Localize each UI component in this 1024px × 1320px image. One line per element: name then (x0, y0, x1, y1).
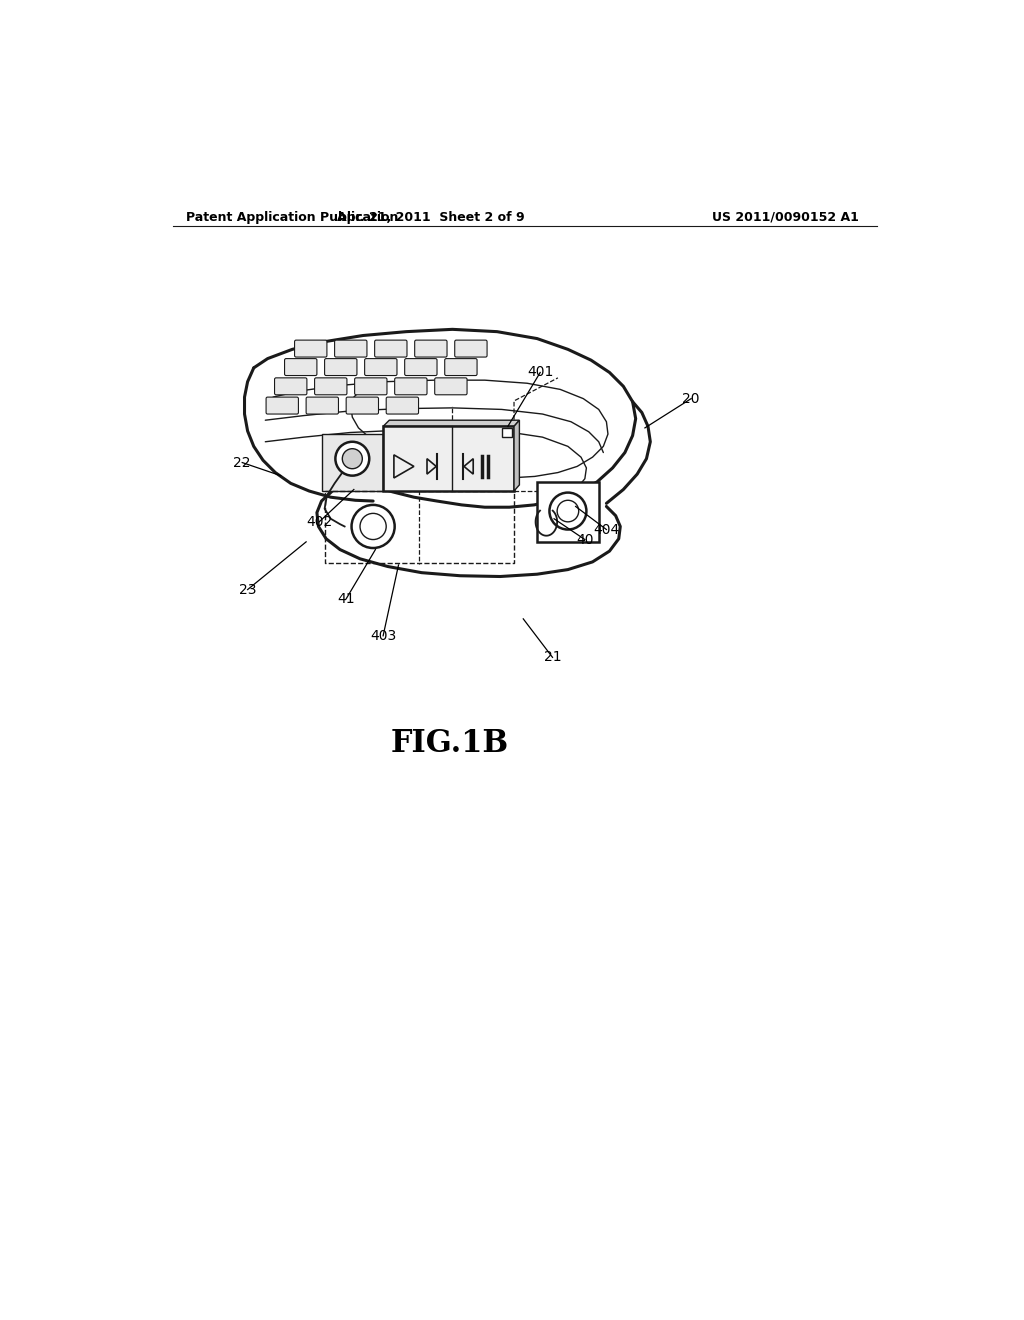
FancyBboxPatch shape (274, 378, 307, 395)
Text: 402: 402 (306, 515, 333, 529)
FancyBboxPatch shape (415, 341, 447, 358)
FancyBboxPatch shape (266, 397, 298, 414)
Bar (502, 428, 512, 437)
FancyBboxPatch shape (306, 397, 339, 414)
Circle shape (336, 442, 370, 475)
Polygon shape (383, 420, 519, 426)
FancyBboxPatch shape (346, 397, 379, 414)
FancyBboxPatch shape (375, 341, 407, 358)
Circle shape (557, 500, 579, 521)
FancyBboxPatch shape (295, 341, 327, 358)
Circle shape (360, 513, 386, 540)
Text: 40: 40 (577, 532, 594, 546)
Text: 41: 41 (337, 591, 355, 606)
FancyBboxPatch shape (435, 378, 467, 395)
FancyBboxPatch shape (325, 359, 357, 376)
Text: 404: 404 (593, 523, 620, 536)
Text: 23: 23 (239, 582, 256, 597)
FancyBboxPatch shape (386, 397, 419, 414)
FancyBboxPatch shape (404, 359, 437, 376)
Polygon shape (514, 420, 519, 491)
FancyBboxPatch shape (455, 341, 487, 358)
Circle shape (550, 492, 587, 529)
Text: 22: 22 (233, 455, 251, 470)
Polygon shape (538, 482, 599, 543)
FancyBboxPatch shape (365, 359, 397, 376)
FancyBboxPatch shape (394, 378, 427, 395)
FancyBboxPatch shape (335, 341, 367, 358)
FancyBboxPatch shape (444, 359, 477, 376)
Polygon shape (383, 426, 514, 491)
Text: Apr. 21, 2011  Sheet 2 of 9: Apr. 21, 2011 Sheet 2 of 9 (337, 211, 524, 224)
Text: 403: 403 (370, 628, 396, 643)
FancyBboxPatch shape (285, 359, 316, 376)
Text: 401: 401 (527, 366, 553, 379)
Text: Patent Application Publication: Patent Application Publication (186, 211, 398, 224)
Text: US 2011/0090152 A1: US 2011/0090152 A1 (712, 211, 859, 224)
Text: FIG.1B: FIG.1B (391, 729, 509, 759)
Text: 20: 20 (682, 392, 699, 405)
FancyBboxPatch shape (314, 378, 347, 395)
Circle shape (351, 506, 394, 548)
Circle shape (342, 449, 362, 469)
Text: 21: 21 (544, 651, 561, 664)
FancyBboxPatch shape (354, 378, 387, 395)
Polygon shape (322, 434, 383, 491)
